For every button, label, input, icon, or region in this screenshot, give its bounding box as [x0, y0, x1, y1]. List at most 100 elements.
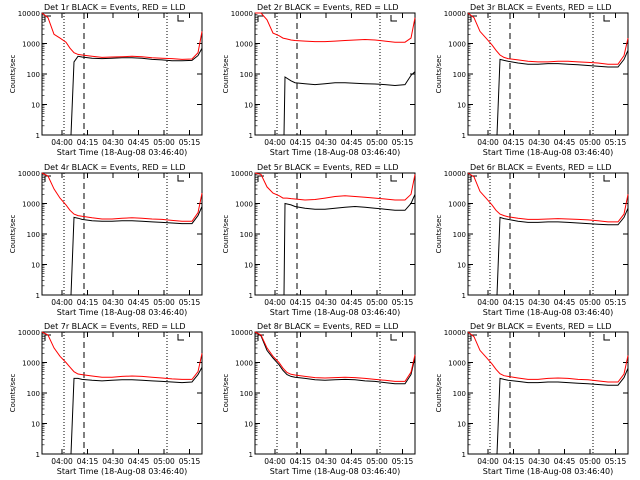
y-tick-label: 1	[249, 451, 253, 459]
y-tick-label: 1	[249, 132, 253, 140]
x-tick-label: 05:00	[153, 298, 175, 307]
x-tick-label: 05:00	[366, 457, 388, 466]
x-tick-label: 04:15	[77, 298, 99, 307]
plot-frame	[467, 331, 629, 455]
x-tick-label: 04:15	[77, 457, 99, 466]
x-tick-label: 04:45	[128, 298, 150, 307]
x-tick-label: 05:15	[605, 298, 627, 307]
y-tick-label: 10	[31, 262, 40, 270]
y-tick-label: 10000	[18, 170, 40, 178]
y-axis-label: Counts/sec	[222, 215, 230, 254]
x-tick-label: 05:00	[366, 138, 388, 147]
x-tick-label: 04:00	[264, 457, 286, 466]
plot-frame	[254, 331, 416, 455]
lld-series-line	[41, 12, 203, 60]
x-tick-label: 05:15	[392, 457, 414, 466]
y-tick-label: 1000	[22, 41, 40, 49]
detector-panel: Det 2r BLACK = Events, RED = LLD 1 10 100 10…	[222, 3, 416, 157]
x-axis-label: Start Time (18-Aug-08 03:46:40)	[483, 467, 614, 476]
x-tick-label: 04:30	[528, 138, 550, 147]
x-tick-label: 04:30	[315, 298, 337, 307]
y-tick-label: 1000	[22, 201, 40, 209]
panel-title: Det 2r BLACK = Events, RED = LLD	[257, 3, 399, 12]
x-axis-label: Start Time (18-Aug-08 03:46:40)	[57, 308, 188, 317]
corner-bracket-right	[177, 334, 184, 341]
detector-panel: Det 5r BLACK = Events, RED = LLD 1 10 100 10…	[222, 163, 416, 317]
events-series-line	[283, 194, 416, 296]
x-tick-label: 05:15	[392, 298, 414, 307]
y-tick-label: 100	[27, 231, 40, 239]
y-axis-label: Counts/sec	[9, 215, 17, 254]
x-axis-label: Start Time (18-Aug-08 03:46:40)	[270, 148, 401, 157]
x-tick-label: 04:15	[290, 138, 312, 147]
x-tick-label: 04:30	[315, 138, 337, 147]
y-tick-label: 100	[453, 231, 466, 239]
x-tick-label: 05:15	[605, 138, 627, 147]
y-axis-label: Counts/sec	[222, 374, 230, 413]
y-tick-label: 10	[244, 262, 253, 270]
corner-bracket-left	[44, 175, 51, 182]
corner-bracket-right	[390, 15, 397, 22]
y-tick-label: 10000	[231, 170, 253, 178]
y-tick-label: 1	[462, 292, 466, 300]
x-tick-label: 04:15	[503, 298, 525, 307]
y-tick-label: 10000	[444, 10, 466, 18]
y-tick-label: 1	[462, 451, 466, 459]
x-tick-label: 05:00	[366, 298, 388, 307]
y-axis-label: Counts/sec	[435, 374, 443, 413]
x-tick-label: 04:45	[341, 457, 363, 466]
detector-panel: Det 8r BLACK = Events, RED = LLD 1 10 100 10…	[222, 322, 416, 476]
y-tick-label: 10000	[18, 10, 40, 18]
corner-bracket-left	[470, 175, 477, 182]
x-axis-label: Start Time (18-Aug-08 03:46:40)	[483, 308, 614, 317]
events-series-line	[496, 208, 629, 296]
x-axis-label: Start Time (18-Aug-08 03:46:40)	[270, 467, 401, 476]
x-tick-label: 04:00	[51, 298, 73, 307]
panel-title: Det 7r BLACK = Events, RED = LLD	[44, 322, 186, 331]
y-tick-label: 100	[453, 390, 466, 398]
x-tick-label: 04:00	[477, 138, 499, 147]
x-tick-label: 04:45	[554, 457, 576, 466]
corner-bracket-right	[177, 15, 184, 22]
x-axis-label: Start Time (18-Aug-08 03:46:40)	[483, 148, 614, 157]
corner-bracket-right	[177, 175, 184, 182]
corner-bracket-right	[603, 334, 610, 341]
y-tick-label: 1000	[235, 360, 253, 368]
x-tick-label: 05:00	[153, 138, 175, 147]
corner-bracket-left	[470, 15, 477, 22]
x-tick-label: 05:15	[605, 457, 627, 466]
x-tick-label: 04:15	[290, 457, 312, 466]
x-tick-label: 05:15	[179, 457, 201, 466]
x-tick-label: 05:15	[179, 298, 201, 307]
y-tick-label: 10	[457, 262, 466, 270]
lld-series-line	[255, 12, 416, 43]
x-axis-label: Start Time (18-Aug-08 03:46:40)	[270, 308, 401, 317]
panel-title: Det 8r BLACK = Events, RED = LLD	[257, 322, 399, 331]
corner-bracket-right	[390, 175, 397, 182]
events-series-line	[496, 50, 629, 136]
y-axis-label: Counts/sec	[435, 215, 443, 254]
y-tick-label: 10000	[231, 329, 253, 337]
x-tick-label: 04:30	[528, 457, 550, 466]
detector-panel: Det 3r BLACK = Events, RED = LLD 1 10 100 10…	[435, 3, 629, 157]
y-tick-label: 1	[36, 132, 40, 140]
x-tick-label: 05:00	[579, 457, 601, 466]
lld-series-line	[41, 172, 203, 222]
x-tick-label: 04:15	[77, 138, 99, 147]
corner-bracket-left	[44, 334, 51, 341]
x-tick-label: 05:15	[179, 138, 201, 147]
y-tick-label: 10	[244, 421, 253, 429]
y-tick-label: 10	[244, 102, 253, 110]
panel-title: Det 6r BLACK = Events, RED = LLD	[470, 163, 612, 172]
corner-bracket-left	[44, 15, 51, 22]
y-tick-label: 10	[31, 421, 40, 429]
y-tick-label: 1000	[448, 360, 466, 368]
plot-frame	[41, 172, 203, 296]
x-tick-label: 05:00	[153, 457, 175, 466]
detector-panel: Det 7r BLACK = Events, RED = LLD 1 10 100 10…	[9, 322, 203, 476]
events-series-line	[70, 47, 203, 136]
x-tick-label: 04:00	[477, 298, 499, 307]
y-tick-label: 100	[240, 390, 253, 398]
events-series-line	[254, 331, 416, 385]
